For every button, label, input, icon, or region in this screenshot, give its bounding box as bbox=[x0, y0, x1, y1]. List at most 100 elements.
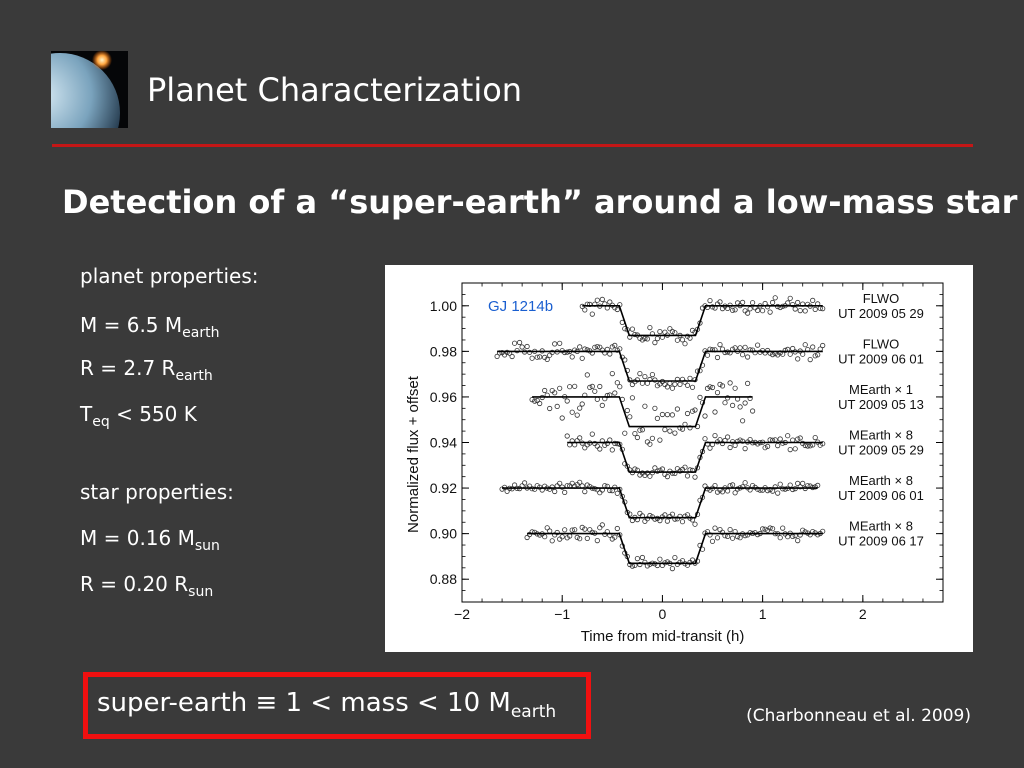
series-2-point bbox=[684, 410, 691, 417]
series-1-point bbox=[557, 340, 563, 346]
series-5-point bbox=[777, 535, 783, 541]
series-0-point bbox=[657, 329, 663, 335]
series-1-point bbox=[810, 344, 816, 350]
series-3-point bbox=[564, 433, 570, 439]
series-4-point bbox=[729, 482, 736, 488]
series-5-instrument-label: MEarth × 8 bbox=[849, 519, 913, 534]
series-2-point bbox=[624, 407, 630, 414]
y-tick-label: 0.96 bbox=[430, 389, 457, 405]
series-3-point bbox=[762, 445, 768, 451]
citation: (Charbonneau et al. 2009) bbox=[746, 706, 971, 726]
series-1-point bbox=[579, 355, 585, 361]
series-3-point bbox=[727, 444, 733, 451]
series-1-point bbox=[687, 375, 693, 381]
series-5-point bbox=[717, 526, 723, 533]
series-0-date-label: UT 2009 05 29 bbox=[838, 306, 924, 321]
planet-mass-value: M = 6.5 M bbox=[80, 313, 183, 337]
title-divider bbox=[52, 144, 973, 147]
series-1-point bbox=[594, 344, 600, 350]
series-2-point bbox=[532, 398, 538, 404]
series-3-point bbox=[582, 445, 588, 451]
series-0-point bbox=[769, 299, 776, 306]
series-0-point bbox=[682, 341, 688, 347]
series-2-point bbox=[732, 385, 738, 391]
series-5-point bbox=[807, 532, 813, 538]
series-2-point bbox=[687, 425, 693, 431]
series-5-point bbox=[582, 526, 588, 532]
series-3-point bbox=[777, 436, 783, 442]
series-2-point bbox=[579, 401, 585, 407]
series-0-point bbox=[729, 307, 736, 313]
series-2-point bbox=[594, 396, 600, 402]
series-4-point bbox=[512, 482, 518, 488]
series-5-point bbox=[594, 537, 600, 544]
series-1-point bbox=[569, 354, 575, 360]
series-3-point bbox=[807, 443, 813, 449]
series-4-point bbox=[582, 489, 588, 495]
series-3-point bbox=[820, 441, 826, 447]
series-1-point bbox=[732, 345, 738, 351]
series-4-point bbox=[504, 488, 510, 494]
series-2-point bbox=[667, 428, 673, 434]
series-3-point bbox=[669, 470, 675, 476]
series-1-point bbox=[649, 372, 655, 378]
series-5-point bbox=[547, 528, 553, 534]
series-1-point bbox=[537, 354, 543, 360]
series-3-point bbox=[589, 431, 595, 437]
star-mass: M = 0.16 Msun bbox=[80, 526, 220, 553]
planet-radius: R = 2.7 Rearth bbox=[80, 356, 213, 383]
series-2-point bbox=[722, 400, 728, 406]
series-0-point bbox=[790, 301, 796, 308]
series-1-point bbox=[612, 342, 618, 349]
series-5-point bbox=[589, 529, 595, 535]
series-5-point bbox=[769, 526, 776, 532]
series-0-point bbox=[587, 301, 593, 308]
series-0-point bbox=[709, 304, 716, 310]
series-0-point bbox=[662, 329, 668, 335]
series-2-point bbox=[572, 383, 578, 389]
series-2-point bbox=[727, 380, 733, 386]
series-1-point bbox=[714, 354, 721, 361]
series-2-point bbox=[719, 383, 726, 389]
series-4-point bbox=[775, 490, 781, 496]
series-1-instrument-label: FLWO bbox=[863, 336, 900, 351]
series-2-point bbox=[564, 398, 570, 404]
series-3-point bbox=[594, 443, 600, 449]
slide-title: Planet Characterization bbox=[147, 71, 523, 109]
series-1-point bbox=[634, 377, 640, 383]
series-2-point bbox=[632, 431, 638, 437]
series-2-point bbox=[609, 371, 615, 377]
exoplanet-logo-image bbox=[51, 51, 128, 128]
series-1-point bbox=[544, 356, 550, 363]
series-4-point bbox=[742, 480, 748, 486]
definition-unit: earth bbox=[510, 702, 557, 722]
series-2-point bbox=[554, 403, 560, 409]
star-radius-value: R = 0.20 R bbox=[80, 572, 189, 596]
series-4-point bbox=[790, 486, 796, 493]
series-2-point bbox=[709, 384, 716, 391]
star-properties-heading: star properties: bbox=[80, 480, 234, 504]
series-2-point bbox=[537, 400, 543, 407]
series-3-point bbox=[644, 470, 650, 476]
series-2-point bbox=[657, 437, 663, 443]
series-0-point bbox=[644, 336, 650, 342]
series-2-point bbox=[542, 387, 548, 394]
series-2-point bbox=[584, 372, 590, 378]
series-4-point bbox=[795, 480, 801, 486]
series-3-point bbox=[785, 433, 791, 439]
series-1-point bbox=[737, 345, 743, 351]
series-0-point bbox=[582, 307, 588, 313]
series-1-point bbox=[744, 354, 751, 360]
series-5-point bbox=[637, 561, 643, 568]
planet-radius-unit: earth bbox=[175, 368, 213, 384]
series-3-point bbox=[604, 440, 610, 446]
series-0-point bbox=[812, 306, 818, 313]
series-5-point bbox=[780, 525, 786, 531]
series-2-point bbox=[669, 412, 675, 418]
series-3-point bbox=[742, 446, 748, 452]
planet-mass-unit: earth bbox=[182, 325, 220, 341]
planet-temp-subscript: eq bbox=[92, 414, 110, 430]
definition-text: super-earth ≡ 1 < mass < 10 M bbox=[97, 688, 511, 718]
series-4-point bbox=[532, 486, 538, 492]
series-4-point bbox=[577, 479, 583, 485]
